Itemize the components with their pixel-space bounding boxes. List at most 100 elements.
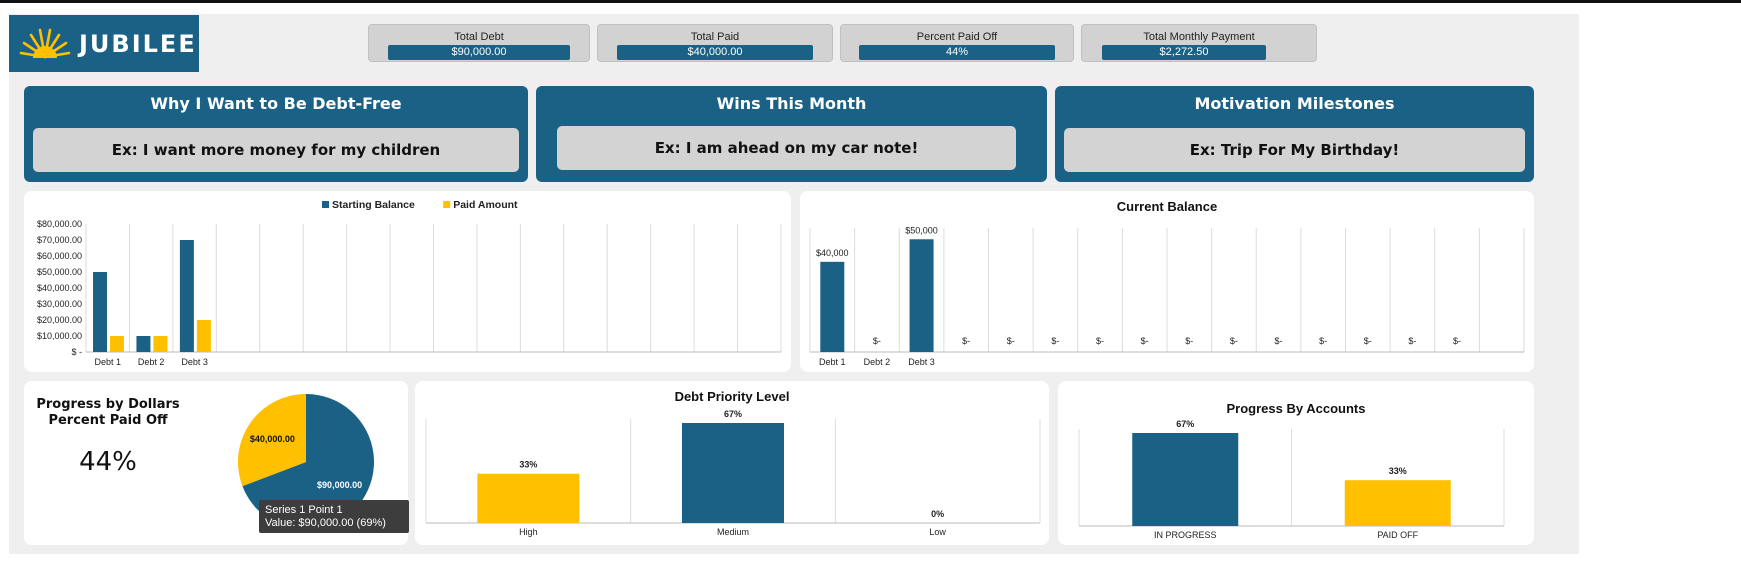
legend-swatch [443,201,451,208]
bar [1344,480,1451,526]
bar-starting-balance [179,240,194,352]
tooltip-line2: Value: $90,000.00 (69%) [265,517,386,529]
kpi-total-monthly-payment[interactable]: Total Monthly Payment $2,272.50 [1081,24,1317,62]
data-label: 33% [519,460,537,470]
bar-paid-amount [153,336,168,352]
data-label: $- [1364,336,1372,346]
x-tick-label: Medium [717,527,749,537]
pie-slice [242,394,374,530]
tooltip-line1: Series 1 Point 1 [265,504,343,516]
bar-starting-balance [136,336,151,352]
data-label: 67% [724,409,742,419]
bar [1132,433,1239,526]
kpi-label: Total Paid [690,31,740,43]
chart-panel-current-balance: Current Balance $40,000 $- $50,000 $- $- $- $- $… [800,191,1534,372]
kpi-percent-paid-off[interactable]: Percent Paid Off 44% [840,24,1074,62]
data-label: $- [1319,336,1327,346]
x-tick-label: Debt 3 [908,357,935,367]
data-label: $- [1230,336,1238,346]
starting-vs-paid-chart[interactable]: $ - $10,000.00 $20,000.00 $30,000.00 $40,000… [24,191,791,372]
data-label: 33% [1389,466,1407,476]
card-title: Wins This Month [716,94,867,113]
card-text-box[interactable]: Ex: Trip For My Birthday! [1064,128,1525,172]
percent-paid-off-value: 44% [79,447,137,477]
data-label: $- [1051,336,1059,346]
y-tick-label: $40,000.00 [37,283,82,293]
progress-title-line1: Progress by Dollars [36,397,180,412]
x-tick-label: Debt 3 [181,357,208,367]
bar [477,473,580,523]
y-tick-label: $ - [71,347,82,357]
x-tick-label: Low [929,527,946,537]
bar [820,261,845,352]
y-tick-label: $20,000.00 [37,315,82,325]
card-text-box[interactable]: Ex: I want more money for my children [33,128,519,172]
data-label: $- [873,336,881,346]
debt-priority-chart[interactable]: Debt Priority Level 33% High 67% Medium 0% Low [415,381,1049,545]
x-tick-label: Debt 2 [864,357,891,367]
sunburst-icon [19,28,71,58]
x-tick-label: Debt 1 [819,357,846,367]
data-label: $- [1096,336,1104,346]
progress-accounts-chart[interactable]: Progress By Accounts 67% IN PROGRESS 33% PAI… [1058,381,1534,545]
card-motivation-milestones: Motivation Milestones Ex: Trip For My Bi… [1055,86,1534,182]
data-label: $- [1275,336,1283,346]
kpi-label: Percent Paid Off [916,31,998,43]
data-label: $- [1185,336,1193,346]
x-tick-label: Debt 2 [138,357,165,367]
card-why-debt-free: Why I Want to Be Debt-Free Ex: I want mo… [24,86,528,182]
legend-label: Starting Balance [332,199,415,211]
chart-panel-priority: Debt Priority Level 33% High 67% Medium 0% Low [415,381,1049,545]
kpi-value: $40,000.00 [617,45,813,60]
data-label: $50,000 [905,225,938,235]
pie-slice [238,394,306,487]
bar-paid-amount [196,320,211,352]
pie-label: $90,000.00 [317,480,362,490]
card-text-box[interactable]: Ex: I am ahead on my car note! [557,126,1016,170]
bar [909,239,934,352]
data-label: $- [962,336,970,346]
brand-name: JUBILEE [79,29,197,58]
card-wins-this-month: Wins This Month Ex: I am ahead on my car… [536,86,1047,182]
data-label: $- [1007,336,1015,346]
kpi-label: Total Monthly Payment [1143,31,1255,43]
data-label: 67% [1176,419,1194,429]
kpi-value: $90,000.00 [388,45,570,60]
chart-panel-balance-vs-paid: $ - $10,000.00 $20,000.00 $30,000.00 $40,000… [24,191,791,372]
kpi-total-paid[interactable]: Total Paid $40,000.00 [597,24,833,62]
current-balance-chart[interactable]: Current Balance $40,000 $- $50,000 $- $- $- $- $… [800,191,1534,372]
y-tick-label: $30,000.00 [37,299,82,309]
legend-label: Paid Amount [453,199,518,211]
data-label: $- [1408,336,1416,346]
chart-title: Debt Priority Level [675,389,790,404]
x-tick-label: IN PROGRESS [1154,530,1217,540]
y-tick-label: $60,000.00 [37,251,82,261]
progress-pie-chart[interactable]: $90,000.00 $40,000.00 [24,381,408,545]
pie-label: $40,000.00 [250,434,295,444]
card-title: Why I Want to Be Debt-Free [150,94,402,113]
kpi-value: 44% [859,45,1055,60]
kpi-total-debt[interactable]: Total Debt $90,000.00 [368,24,590,62]
kpi-value: $2,272.50 [1102,45,1266,60]
progress-dollars-panel: Progress by Dollars Percent Paid Off 44%… [24,381,408,545]
x-tick-label: High [519,527,538,537]
card-title: Motivation Milestones [1194,94,1395,113]
chart-title: Progress By Accounts [1227,401,1366,416]
window-top-edge [0,0,1741,3]
x-tick-label: Debt 1 [94,357,121,367]
bar [682,423,784,523]
y-tick-label: $10,000.00 [37,331,82,341]
x-tick-label: PAID OFF [1377,530,1418,540]
progress-title-line2: Percent Paid Off [48,413,168,428]
data-label: $40,000 [816,248,849,258]
data-label: 0% [931,509,944,519]
kpi-label: Total Debt [454,31,504,43]
bar-starting-balance [93,272,107,352]
chart-panel-accounts: Progress By Accounts 67% IN PROGRESS 33% PAI… [1058,381,1534,545]
data-label: $- [1453,336,1461,346]
brand-logo: JUBILEE [9,15,199,72]
chart-tooltip: Series 1 Point 1 Value: $90,000.00 (69%) [259,500,409,533]
data-label: $- [1141,336,1149,346]
y-tick-label: $80,000.00 [37,219,82,229]
legend-swatch [322,201,329,208]
